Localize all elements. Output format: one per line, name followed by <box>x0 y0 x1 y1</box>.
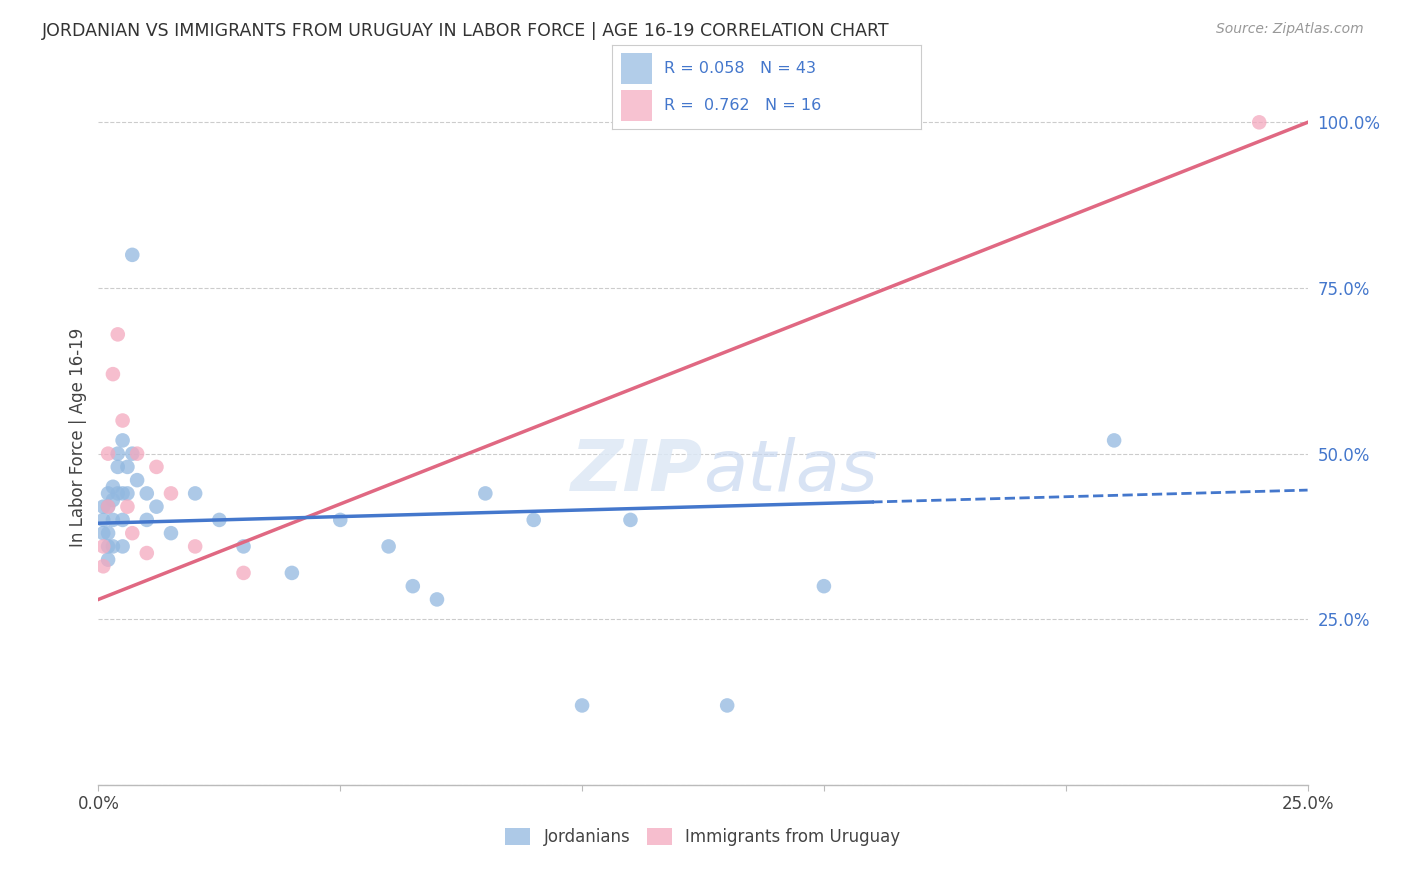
Point <box>97 540 120 554</box>
Y-axis label: In Labor Force | Age 16-19: In Labor Force | Age 16-19 <box>69 327 87 547</box>
Point <box>97 500 120 514</box>
Point <box>121 447 143 461</box>
Point <box>101 513 124 527</box>
Point <box>91 559 114 574</box>
Point <box>111 413 134 427</box>
Point <box>97 526 120 541</box>
Point <box>1102 434 1125 448</box>
Bar <box>621 54 652 84</box>
Point <box>377 540 399 554</box>
Point <box>1249 115 1271 129</box>
Point <box>107 486 129 500</box>
Point <box>97 552 120 566</box>
Point <box>145 500 167 514</box>
Point <box>117 486 139 500</box>
Point <box>107 459 129 474</box>
Bar <box>621 90 652 120</box>
Point <box>571 698 593 713</box>
Point <box>101 493 124 508</box>
Point <box>135 486 157 500</box>
Text: Source: ZipAtlas.com: Source: ZipAtlas.com <box>1216 22 1364 37</box>
Point <box>111 540 134 554</box>
Legend: Jordanians, Immigrants from Uruguay: Jordanians, Immigrants from Uruguay <box>499 822 907 853</box>
Point <box>813 579 835 593</box>
Text: ZIP: ZIP <box>571 437 703 507</box>
Point <box>91 500 114 514</box>
Point <box>121 248 143 262</box>
Point <box>426 592 449 607</box>
Point <box>135 546 157 560</box>
Point <box>97 447 120 461</box>
Point <box>111 434 134 448</box>
Point <box>111 486 134 500</box>
Point <box>523 513 546 527</box>
Point <box>232 566 254 580</box>
Point <box>121 526 143 541</box>
Point <box>91 540 114 554</box>
Point <box>716 698 738 713</box>
Text: atlas: atlas <box>703 437 877 507</box>
Point <box>101 367 124 381</box>
Point <box>97 486 120 500</box>
Point <box>619 513 641 527</box>
Point <box>111 513 134 527</box>
Point <box>184 486 207 500</box>
Point <box>135 513 157 527</box>
Point <box>281 566 304 580</box>
Point <box>160 526 183 541</box>
Point <box>127 473 149 487</box>
Point <box>117 459 139 474</box>
Point <box>101 540 124 554</box>
Text: JORDANIAN VS IMMIGRANTS FROM URUGUAY IN LABOR FORCE | AGE 16-19 CORRELATION CHAR: JORDANIAN VS IMMIGRANTS FROM URUGUAY IN … <box>42 22 890 40</box>
Text: R =  0.762   N = 16: R = 0.762 N = 16 <box>664 98 821 113</box>
Point <box>474 486 496 500</box>
Point <box>208 513 231 527</box>
Point <box>91 513 114 527</box>
Text: R = 0.058   N = 43: R = 0.058 N = 43 <box>664 61 817 76</box>
Point <box>91 526 114 541</box>
Point <box>145 459 167 474</box>
Point <box>107 447 129 461</box>
Point <box>402 579 425 593</box>
Point <box>107 327 129 342</box>
Point <box>101 480 124 494</box>
Point <box>160 486 183 500</box>
Point <box>117 500 139 514</box>
Point <box>97 500 120 514</box>
Point <box>127 447 149 461</box>
Point <box>184 540 207 554</box>
Point <box>232 540 254 554</box>
Point <box>329 513 352 527</box>
